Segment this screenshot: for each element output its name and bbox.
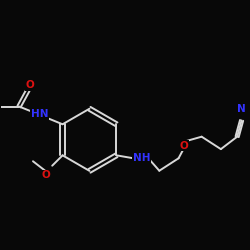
Text: HN: HN — [31, 109, 48, 119]
Text: N: N — [237, 104, 246, 114]
Text: O: O — [180, 140, 188, 150]
Text: NH: NH — [133, 153, 150, 163]
Text: O: O — [42, 170, 51, 180]
Text: O: O — [26, 80, 35, 90]
